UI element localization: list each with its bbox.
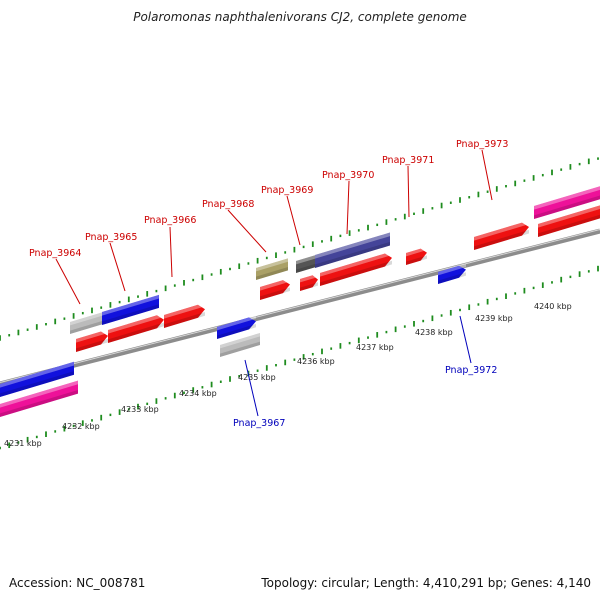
gene-box <box>296 254 316 274</box>
gene-label-leader <box>481 149 493 201</box>
gene-arrow <box>217 315 256 340</box>
gene-label-forward: Pnap_3971 <box>382 155 434 166</box>
gene-arrow <box>108 313 164 343</box>
gene-box <box>0 361 74 397</box>
gene-arrow <box>76 329 108 352</box>
outer-tick-track <box>0 157 599 341</box>
gene-arrow <box>260 277 290 300</box>
gene-box <box>70 311 105 335</box>
gene-label-leader <box>169 226 173 278</box>
gene-label-reverse: Pnap_3967 <box>233 418 285 429</box>
gene-label-forward: Pnap_3973 <box>456 139 508 150</box>
gene-label-leader <box>346 180 350 235</box>
scale-label: 4234 kbp <box>179 389 217 398</box>
gene-label-forward: Pnap_3965 <box>85 232 137 243</box>
gene-label-leader <box>244 359 259 417</box>
inner-tick-track <box>0 265 599 450</box>
accession-text: Accession: NC_008781 <box>9 576 146 590</box>
gene-label-leader <box>55 258 81 305</box>
backbone-line <box>0 228 600 387</box>
gene-box <box>538 205 600 237</box>
gene-label-forward: Pnap_3968 <box>202 199 254 210</box>
gene-box <box>256 258 288 281</box>
gene-label-leader <box>109 242 126 292</box>
gene-label-forward: Pnap_3969 <box>261 185 313 196</box>
gene-label-forward: Pnap_3970 <box>322 170 374 181</box>
scale-label: 4239 kbp <box>475 314 513 323</box>
scale-label: 4238 kbp <box>415 328 453 337</box>
scale-label: 4232 kbp <box>62 422 100 431</box>
gene-box <box>220 332 260 358</box>
gene-label-leader <box>459 315 472 364</box>
gene-label-forward: Pnap_3964 <box>29 248 81 259</box>
gene-label-leader <box>286 195 301 246</box>
gene-box <box>315 232 390 268</box>
gene-label-leader <box>407 165 410 218</box>
gene-arrow <box>164 302 205 328</box>
gene-arrow <box>438 263 466 285</box>
scale-label: 4236 kbp <box>297 357 335 366</box>
gene-label-forward: Pnap_3966 <box>144 215 196 226</box>
scale-label: 4231 kbp <box>4 439 42 448</box>
genome-title: Polaromonas naphthalenivorans CJ2, compl… <box>133 10 467 24</box>
gene-box <box>534 186 600 219</box>
gene-box <box>0 380 78 417</box>
gene-label-leader <box>227 209 267 253</box>
backbone-highlight <box>0 229 600 383</box>
gene-arrow <box>300 273 318 292</box>
gene-arrow <box>320 251 392 286</box>
gene-arrow <box>406 246 427 266</box>
gene-box <box>102 294 159 325</box>
scale-label: 4233 kbp <box>121 405 159 414</box>
gene-arrow <box>474 220 529 250</box>
scale-label: 4240 kbp <box>534 302 572 311</box>
scale-label: 4235 kbp <box>238 373 276 382</box>
gene-label-reverse: Pnap_3972 <box>445 365 497 376</box>
scale-label: 4237 kbp <box>356 343 394 352</box>
topology-text: Topology: circular; Length: 4,410,291 bp… <box>261 576 591 590</box>
